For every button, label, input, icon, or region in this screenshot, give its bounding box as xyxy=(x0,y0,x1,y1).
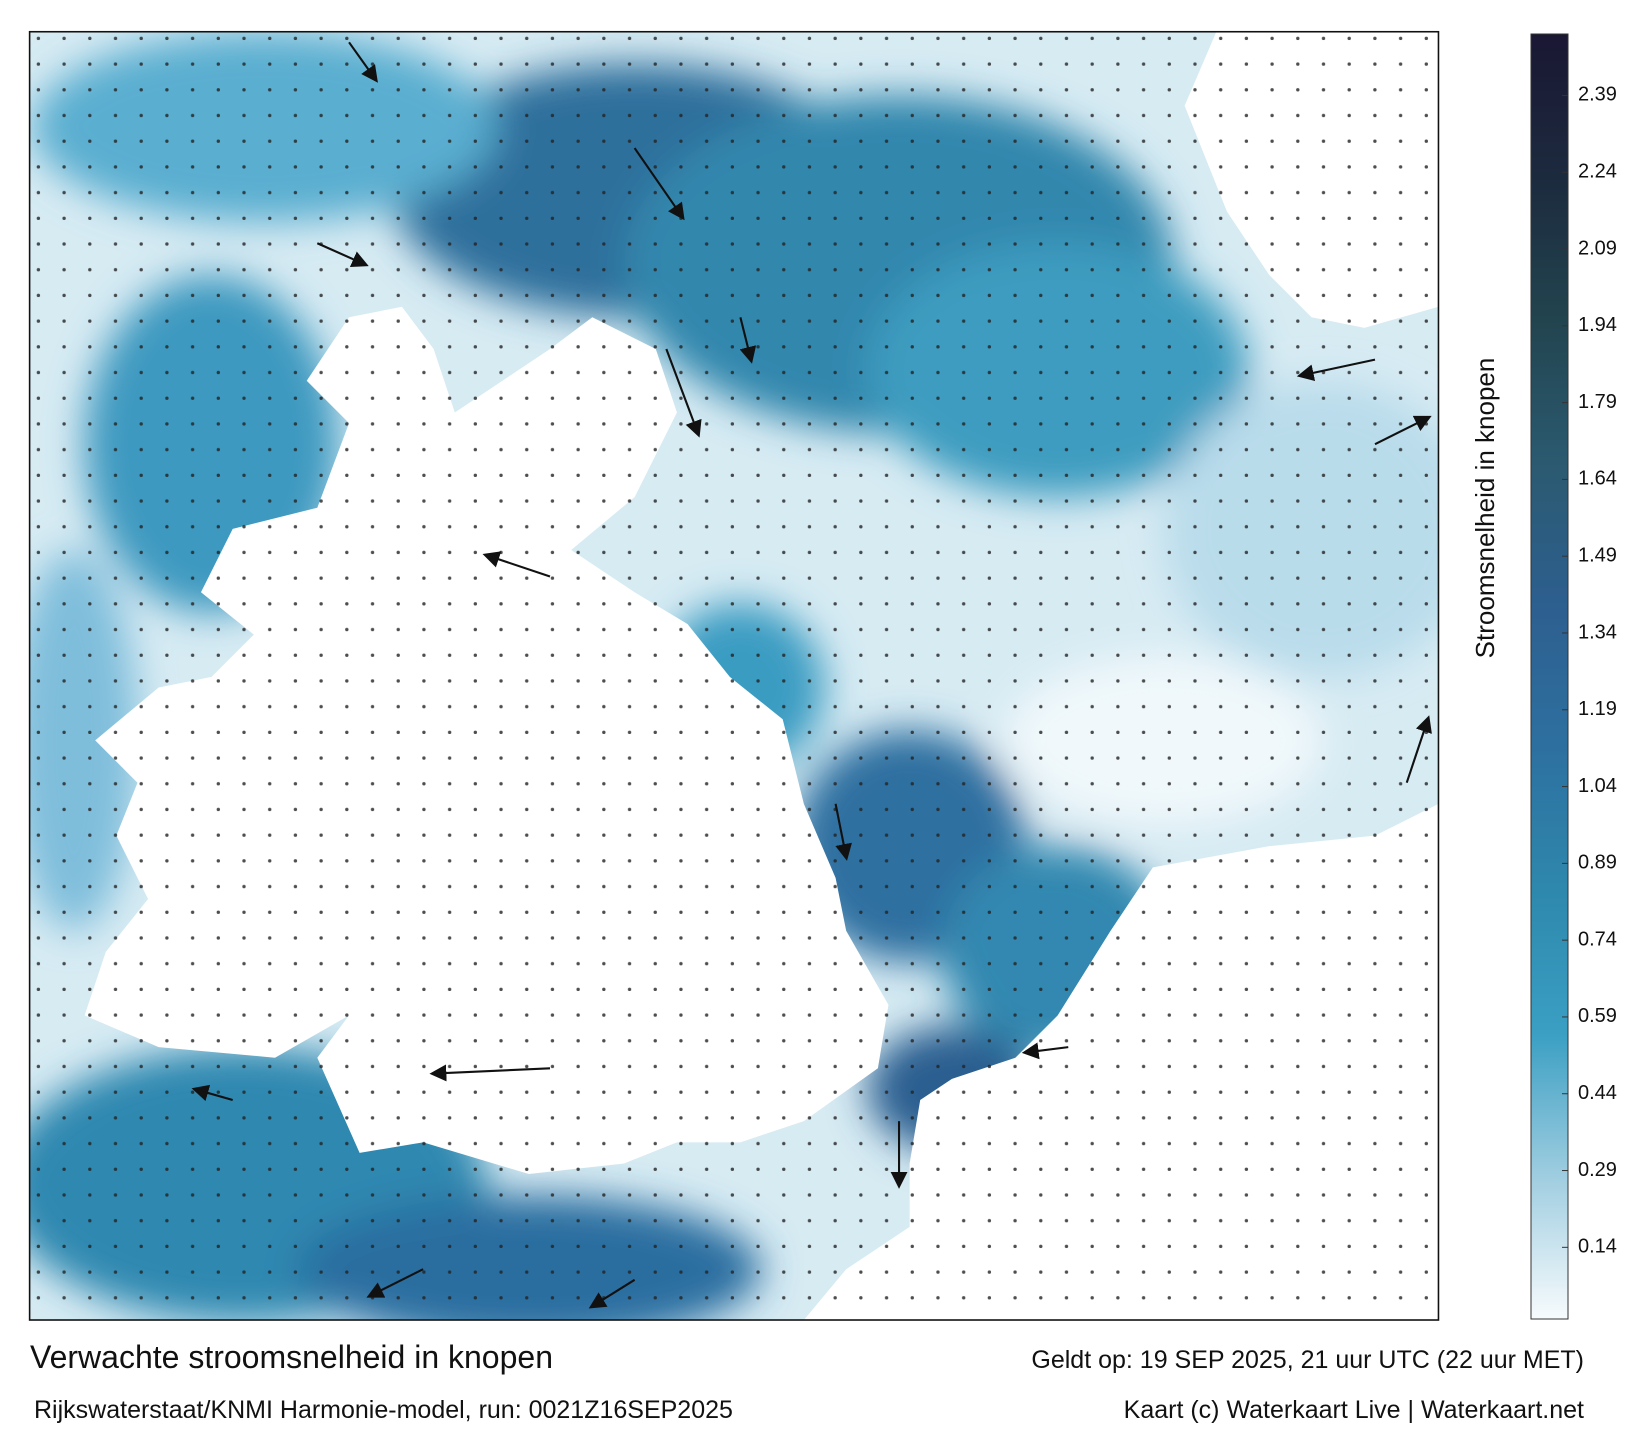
colorbar-tick-label: 0.14 xyxy=(1578,1236,1617,1258)
current-arrows xyxy=(191,41,1432,1309)
colorbar-tick-label: 1.94 xyxy=(1578,314,1617,336)
colorbar-tick-label: 1.04 xyxy=(1578,775,1617,797)
map-frame xyxy=(28,30,1440,1321)
credit: Kaart (c) Waterkaart Live | Waterkaart.n… xyxy=(1124,1396,1584,1424)
map xyxy=(28,30,1440,1321)
colorbar-tick-label: 0.74 xyxy=(1578,928,1617,950)
colorbar-tick-label: 1.64 xyxy=(1578,468,1617,490)
colorbar-tick-label: 2.24 xyxy=(1578,161,1617,183)
colorbar xyxy=(1530,33,1569,1320)
subtitle: Rijkswaterstaat/KNMI Harmonie-model, run… xyxy=(34,1396,733,1424)
colorbar-tick-label: 2.09 xyxy=(1578,237,1617,259)
colorbar-tick-label: 1.79 xyxy=(1578,391,1617,413)
colorbar-tick-label: 1.49 xyxy=(1578,544,1617,566)
valid-time: Geldt op: 19 SEP 2025, 21 uur UTC (22 uu… xyxy=(1031,1346,1584,1374)
colorbar-tick-label: 0.89 xyxy=(1578,852,1617,874)
title: Verwachte stroomsnelheid in knopen xyxy=(30,1339,553,1375)
colorbar-tick-label: 0.59 xyxy=(1578,1005,1617,1027)
colorbar-tick-label: 0.29 xyxy=(1578,1159,1617,1181)
colorbar-tick-label: 0.44 xyxy=(1578,1082,1617,1104)
colorbar-tick-label: 2.39 xyxy=(1578,84,1617,106)
colorbar-label: Stroomsnelheid in knopen xyxy=(1470,358,1500,659)
vector-grid xyxy=(29,31,1439,1321)
colorbar-tick-label: 1.19 xyxy=(1578,698,1617,720)
colorbar-tick-label: 1.34 xyxy=(1578,621,1617,643)
